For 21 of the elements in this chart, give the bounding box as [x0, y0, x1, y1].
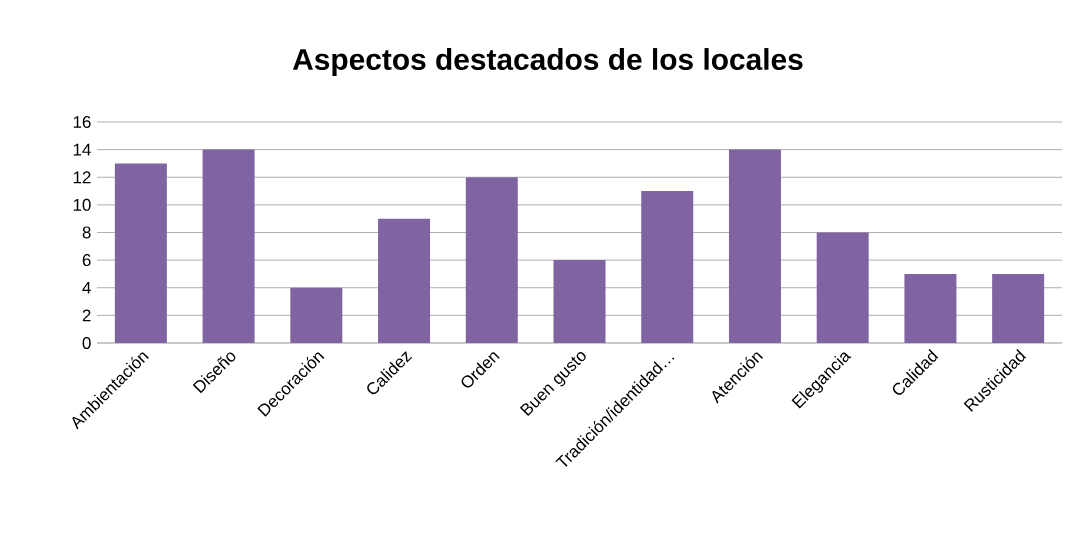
bar — [465, 177, 518, 343]
bar — [290, 287, 343, 343]
y-tick-label: 12 — [73, 171, 91, 184]
y-tick-label: 2 — [82, 309, 91, 322]
bar — [904, 273, 957, 343]
bar — [992, 273, 1045, 343]
y-tick-label: 6 — [82, 254, 91, 267]
bar — [728, 149, 781, 343]
chart-title: Aspectos destacados de los locales — [292, 48, 803, 76]
y-tick-label: 8 — [82, 226, 91, 239]
y-tick-label: 0 — [82, 337, 91, 349]
y-tick-label: 16 — [73, 116, 91, 128]
y-tick-label: 14 — [73, 143, 91, 156]
bar — [378, 218, 431, 343]
bar — [816, 232, 869, 343]
bar — [114, 163, 167, 343]
bar — [202, 149, 255, 343]
bar — [553, 260, 606, 343]
y-tick-label: 10 — [73, 198, 91, 211]
y-tick-label: 4 — [82, 281, 91, 294]
bar — [641, 191, 694, 343]
